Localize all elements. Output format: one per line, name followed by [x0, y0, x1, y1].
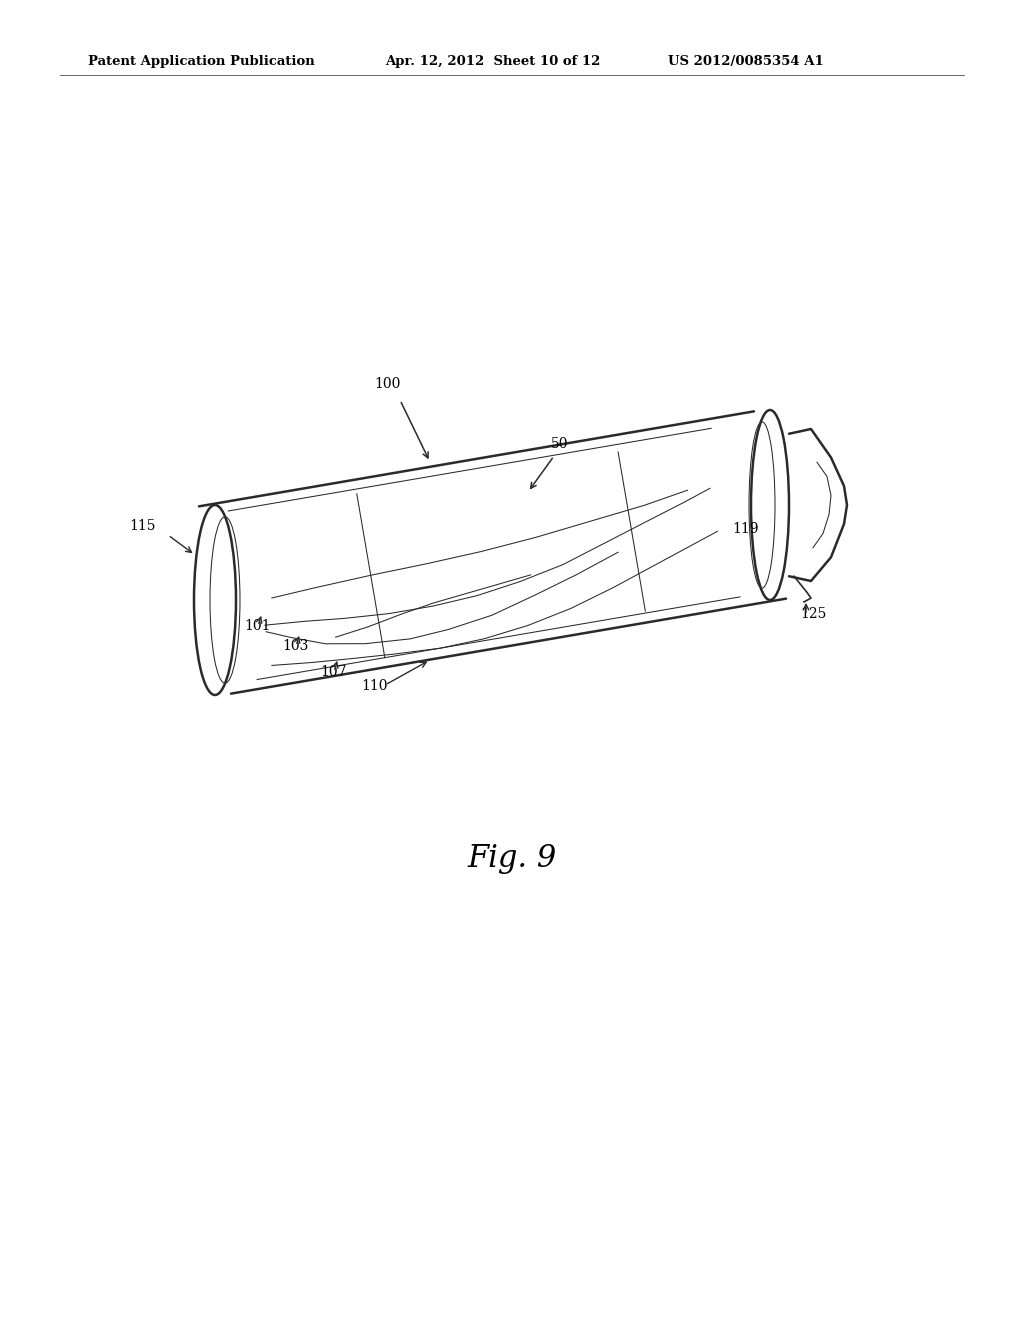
Text: 101: 101 — [245, 619, 271, 634]
Text: 100: 100 — [375, 378, 401, 391]
Text: 119: 119 — [732, 521, 759, 536]
Text: Fig. 9: Fig. 9 — [467, 842, 557, 874]
Text: Patent Application Publication: Patent Application Publication — [88, 55, 314, 69]
Text: 103: 103 — [283, 639, 309, 653]
Text: 125: 125 — [800, 607, 826, 620]
Text: Apr. 12, 2012  Sheet 10 of 12: Apr. 12, 2012 Sheet 10 of 12 — [385, 55, 600, 69]
Text: 107: 107 — [321, 665, 347, 678]
Text: 50: 50 — [551, 437, 568, 451]
Text: 115: 115 — [129, 519, 156, 533]
Text: 110: 110 — [361, 678, 388, 693]
Text: US 2012/0085354 A1: US 2012/0085354 A1 — [668, 55, 823, 69]
